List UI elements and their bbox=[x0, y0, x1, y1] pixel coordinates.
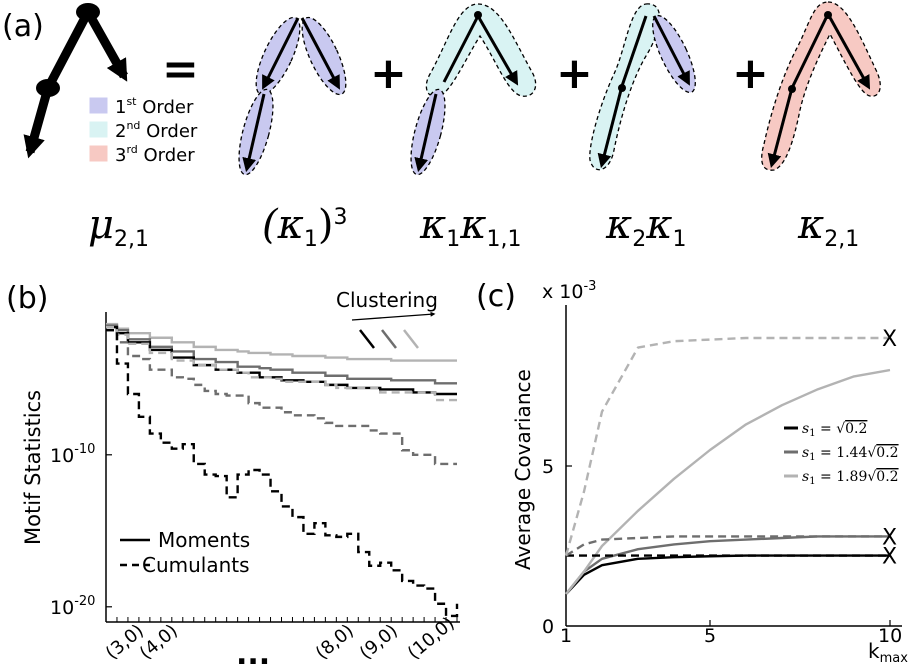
b-series bbox=[106, 322, 459, 618]
c-x-marker-low: X bbox=[882, 545, 897, 570]
panel-label-a: (a) bbox=[2, 9, 44, 44]
b-y-axis-label: Motif Statistics bbox=[21, 390, 45, 545]
b-x-tick-label: (8,0) bbox=[312, 620, 358, 664]
motif-main bbox=[23, 3, 128, 159]
motif-term-2 bbox=[410, 3, 537, 176]
legend-label-2: 2nd Order bbox=[115, 119, 198, 142]
c-legend-label-high: s1 = 1.89√0.2 bbox=[802, 469, 899, 487]
b-y-tick-label: 10-10 bbox=[50, 442, 95, 467]
clustering-label: Clustering bbox=[336, 288, 438, 312]
c-x-axis-label: kmax bbox=[868, 639, 908, 664]
order-legend: 1st Order 2nd Order 3rd Order bbox=[89, 95, 198, 166]
c-series-solid-low bbox=[565, 554, 890, 595]
motif-term-4 bbox=[761, 1, 881, 171]
motif-term-1 bbox=[238, 16, 347, 176]
panel-a: (a) = 1st Order 2nd Order 3rd Order bbox=[2, 1, 881, 252]
c-y-tick-label: 0 bbox=[542, 616, 554, 638]
panel-label-b: (b) bbox=[6, 281, 48, 316]
c-y-axis-label: Average Covariance bbox=[511, 369, 535, 570]
b-x-tick-label: (10,0) bbox=[404, 613, 459, 664]
c-series-solid-mid bbox=[565, 535, 890, 595]
c-legend-label-low: s1 = √0.2 bbox=[802, 421, 867, 439]
legend-label-1: 1st Order bbox=[115, 95, 194, 118]
b-legend-cumulants: Cumulants bbox=[142, 553, 250, 577]
c-series-dashed-high bbox=[564, 336, 890, 556]
b-legend-moments: Moments bbox=[158, 528, 250, 552]
b-series-solid-mid bbox=[106, 324, 457, 385]
c-x-marker-high: X bbox=[882, 327, 897, 352]
plus-sign-3: + bbox=[732, 48, 769, 99]
c-x-tick-label: 10 bbox=[878, 625, 902, 647]
clustering-arrow bbox=[351, 311, 436, 321]
b-y-tick-label: 10-20 bbox=[50, 594, 95, 619]
legend-swatch-1 bbox=[89, 97, 108, 114]
formula-term-2: κ1κ1,1 bbox=[419, 202, 521, 252]
b-x-ticks: (3,0)(4,0)... (8,0)(9,0) (10,0) bbox=[102, 613, 459, 664]
c-scale-label: x 10-3 bbox=[542, 279, 596, 303]
equals-sign: = bbox=[162, 44, 199, 95]
c-x-tick-label: 1 bbox=[560, 625, 572, 647]
b-series-dashed-low bbox=[106, 328, 459, 618]
c-legend-label-mid: s1 = 1.44√0.2 bbox=[802, 445, 899, 463]
plus-sign-1: + bbox=[370, 48, 407, 99]
c-series: XXX bbox=[564, 327, 897, 595]
b-series-dashed-mid bbox=[106, 328, 457, 466]
c-legend: s1 = √0.2 s1 = 1.44√0.2 s1 = 1.89√0.2 bbox=[784, 421, 899, 487]
b-x-tick-label: (4,0) bbox=[136, 620, 182, 664]
legend-swatch-3 bbox=[89, 145, 108, 162]
b-series-solid-high bbox=[106, 322, 457, 362]
formula-term-3: κ2κ1 bbox=[605, 202, 686, 252]
b-series-solid-low bbox=[106, 325, 457, 396]
clustering-tick-low bbox=[359, 329, 375, 349]
formula-term-1: (κ1)3 bbox=[262, 202, 347, 252]
clustering-tick-high bbox=[403, 329, 419, 349]
motif-term-3 bbox=[589, 3, 696, 171]
plus-sign-2: + bbox=[556, 48, 593, 99]
panel-label-c: (c) bbox=[476, 279, 516, 314]
b-series-dashed-high bbox=[106, 325, 457, 402]
clustering-tick-mid bbox=[381, 329, 397, 349]
legend-swatch-2 bbox=[89, 121, 108, 138]
c-y-tick-label: 5 bbox=[542, 456, 554, 478]
b-x-tick-label: (9,0) bbox=[356, 620, 402, 664]
c-x-tick-label: 5 bbox=[704, 625, 716, 647]
b-y-ticks: 10-10 10-20 bbox=[50, 442, 112, 619]
legend-label-3: 3rd Order bbox=[115, 143, 195, 166]
b-x-ellipsis: ... bbox=[236, 637, 270, 664]
c-x-marker-mid: X bbox=[882, 525, 897, 550]
formula-mu: μ2,1 bbox=[88, 202, 149, 252]
c-ticks: 1 5 10 0 5 bbox=[542, 456, 902, 647]
formula-term-4: κ2,1 bbox=[797, 202, 859, 252]
c-series-dashed-mid bbox=[565, 535, 890, 557]
